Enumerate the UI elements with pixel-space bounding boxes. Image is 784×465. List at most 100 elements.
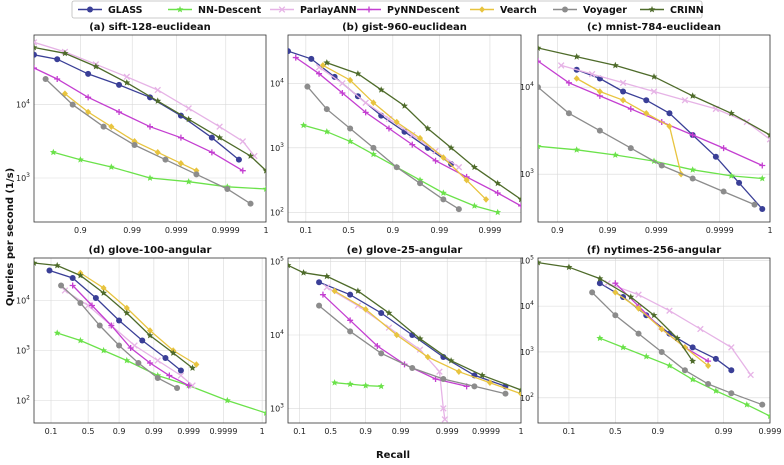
legend-label: ParlayANN <box>300 5 357 16</box>
data-point <box>100 284 107 292</box>
data-point <box>123 304 130 312</box>
data-point <box>689 175 696 182</box>
data-point <box>432 376 439 382</box>
series-line <box>53 151 266 190</box>
data-point <box>705 381 712 388</box>
data-point <box>650 311 658 319</box>
data-point <box>54 76 61 82</box>
panels: (a) sift-128-euclidean 103 104 0.9 0.99 0.999… <box>16 22 781 436</box>
x-tick-label: 0.9 <box>359 427 372 436</box>
data-point <box>440 154 447 161</box>
data-point <box>108 322 115 329</box>
data-point <box>409 131 416 139</box>
data-point <box>416 335 424 342</box>
data-point <box>557 62 565 69</box>
data-point <box>486 379 493 386</box>
legend-entry: PyNNDescent <box>357 5 460 16</box>
data-point <box>619 343 627 351</box>
data-point <box>374 343 381 349</box>
y-tick-label: 104 <box>270 77 284 88</box>
panel-title: (c) mnist-784-euclidean <box>587 22 721 33</box>
panel-title: (f) nytimes-256-angular <box>587 245 721 256</box>
data-point <box>612 289 619 296</box>
data-point <box>154 86 161 94</box>
data-point <box>131 138 138 145</box>
series-line <box>57 332 266 414</box>
data-point <box>131 142 138 148</box>
data-point <box>409 141 416 148</box>
data-point <box>377 86 385 93</box>
data-point <box>235 156 242 163</box>
data-point <box>319 62 326 69</box>
data-point <box>666 110 673 117</box>
y-tick-label: 105 <box>520 254 534 265</box>
data-point <box>154 375 161 381</box>
y-tick-label: 103 <box>270 402 284 413</box>
data-point <box>673 334 681 342</box>
chart-panel: (f) nytimes-256-angular 102 103 104 105 0.1 0.… <box>520 245 781 436</box>
data-point <box>292 54 299 61</box>
data-point <box>727 109 735 117</box>
data-point <box>154 357 161 364</box>
data-point <box>247 200 254 207</box>
series-line <box>34 54 240 161</box>
data-point <box>502 390 509 397</box>
data-point <box>247 152 254 159</box>
data-point <box>681 96 689 104</box>
plot-frame <box>287 257 522 424</box>
data-point <box>596 280 603 287</box>
x-tick-label: 0.99 <box>392 427 410 436</box>
data-point <box>316 279 323 286</box>
y-tick-label: 104 <box>16 99 30 110</box>
x-tick-label: 0.9999 <box>212 226 240 235</box>
series-line <box>322 64 487 200</box>
data-point <box>123 79 131 86</box>
x-tick-label: 0.9 <box>113 427 126 436</box>
data-point <box>162 156 169 163</box>
data-point <box>347 317 354 324</box>
data-point <box>681 344 688 351</box>
data-point <box>596 275 604 282</box>
data-point <box>658 348 665 355</box>
data-point <box>288 48 291 55</box>
data-point <box>262 409 266 416</box>
data-point <box>440 196 447 203</box>
data-point <box>393 118 400 126</box>
panel-title: (e) glove-25-angular <box>347 245 463 256</box>
data-point <box>611 61 619 69</box>
data-point <box>108 123 115 130</box>
data-point <box>393 164 400 171</box>
data-point <box>440 376 447 382</box>
data-point <box>323 59 331 66</box>
data-point <box>689 357 697 364</box>
data-point <box>323 128 331 135</box>
series-line <box>576 77 682 175</box>
series-line <box>80 272 197 366</box>
y-tick-label: 103 <box>520 168 534 179</box>
data-point <box>689 132 696 139</box>
x-tick-label: 0.9999 <box>209 427 237 436</box>
series-line <box>334 290 521 395</box>
data-point <box>565 79 572 86</box>
data-point <box>189 382 196 389</box>
x-tick-label: 0.99 <box>599 226 617 235</box>
data-point <box>177 160 184 167</box>
data-point <box>116 109 123 115</box>
data-point <box>193 361 200 368</box>
data-point <box>347 291 354 298</box>
data-point <box>146 331 154 339</box>
plot-frame <box>287 34 522 223</box>
data-point <box>69 282 76 289</box>
y-tick-label: 102 <box>270 206 284 217</box>
data-point <box>185 382 192 389</box>
data-point <box>689 344 696 351</box>
data-point <box>189 364 196 371</box>
data-point <box>620 96 627 104</box>
legend-label: Voyager <box>583 5 627 16</box>
data-point <box>34 39 38 46</box>
chart-panel: (d) glove-100-angular 102 103 104 0.1 0.5 0.9 0… <box>16 245 267 436</box>
data-point <box>759 401 766 408</box>
data-point <box>154 149 161 156</box>
data-point <box>85 70 92 77</box>
data-point <box>494 179 502 187</box>
